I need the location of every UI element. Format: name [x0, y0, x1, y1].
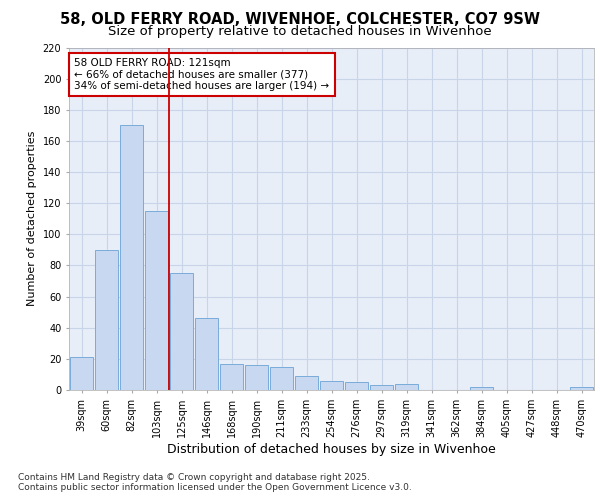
Bar — [245, 365, 268, 390]
Bar — [344, 382, 368, 390]
Bar — [170, 273, 193, 390]
Bar — [119, 126, 143, 390]
Bar — [70, 358, 94, 390]
Bar — [320, 380, 343, 390]
Text: Contains HM Land Registry data © Crown copyright and database right 2025.
Contai: Contains HM Land Registry data © Crown c… — [18, 473, 412, 492]
Bar — [470, 387, 493, 390]
Bar — [569, 387, 593, 390]
Y-axis label: Number of detached properties: Number of detached properties — [27, 131, 37, 306]
Bar — [145, 211, 169, 390]
Bar — [194, 318, 218, 390]
Text: Size of property relative to detached houses in Wivenhoe: Size of property relative to detached ho… — [108, 25, 492, 38]
Bar — [269, 366, 293, 390]
Bar — [395, 384, 418, 390]
Bar — [220, 364, 244, 390]
Bar — [370, 386, 394, 390]
Bar — [295, 376, 319, 390]
Text: 58 OLD FERRY ROAD: 121sqm
← 66% of detached houses are smaller (377)
34% of semi: 58 OLD FERRY ROAD: 121sqm ← 66% of detac… — [74, 58, 329, 91]
Bar — [95, 250, 118, 390]
X-axis label: Distribution of detached houses by size in Wivenhoe: Distribution of detached houses by size … — [167, 442, 496, 456]
Text: 58, OLD FERRY ROAD, WIVENHOE, COLCHESTER, CO7 9SW: 58, OLD FERRY ROAD, WIVENHOE, COLCHESTER… — [60, 12, 540, 28]
